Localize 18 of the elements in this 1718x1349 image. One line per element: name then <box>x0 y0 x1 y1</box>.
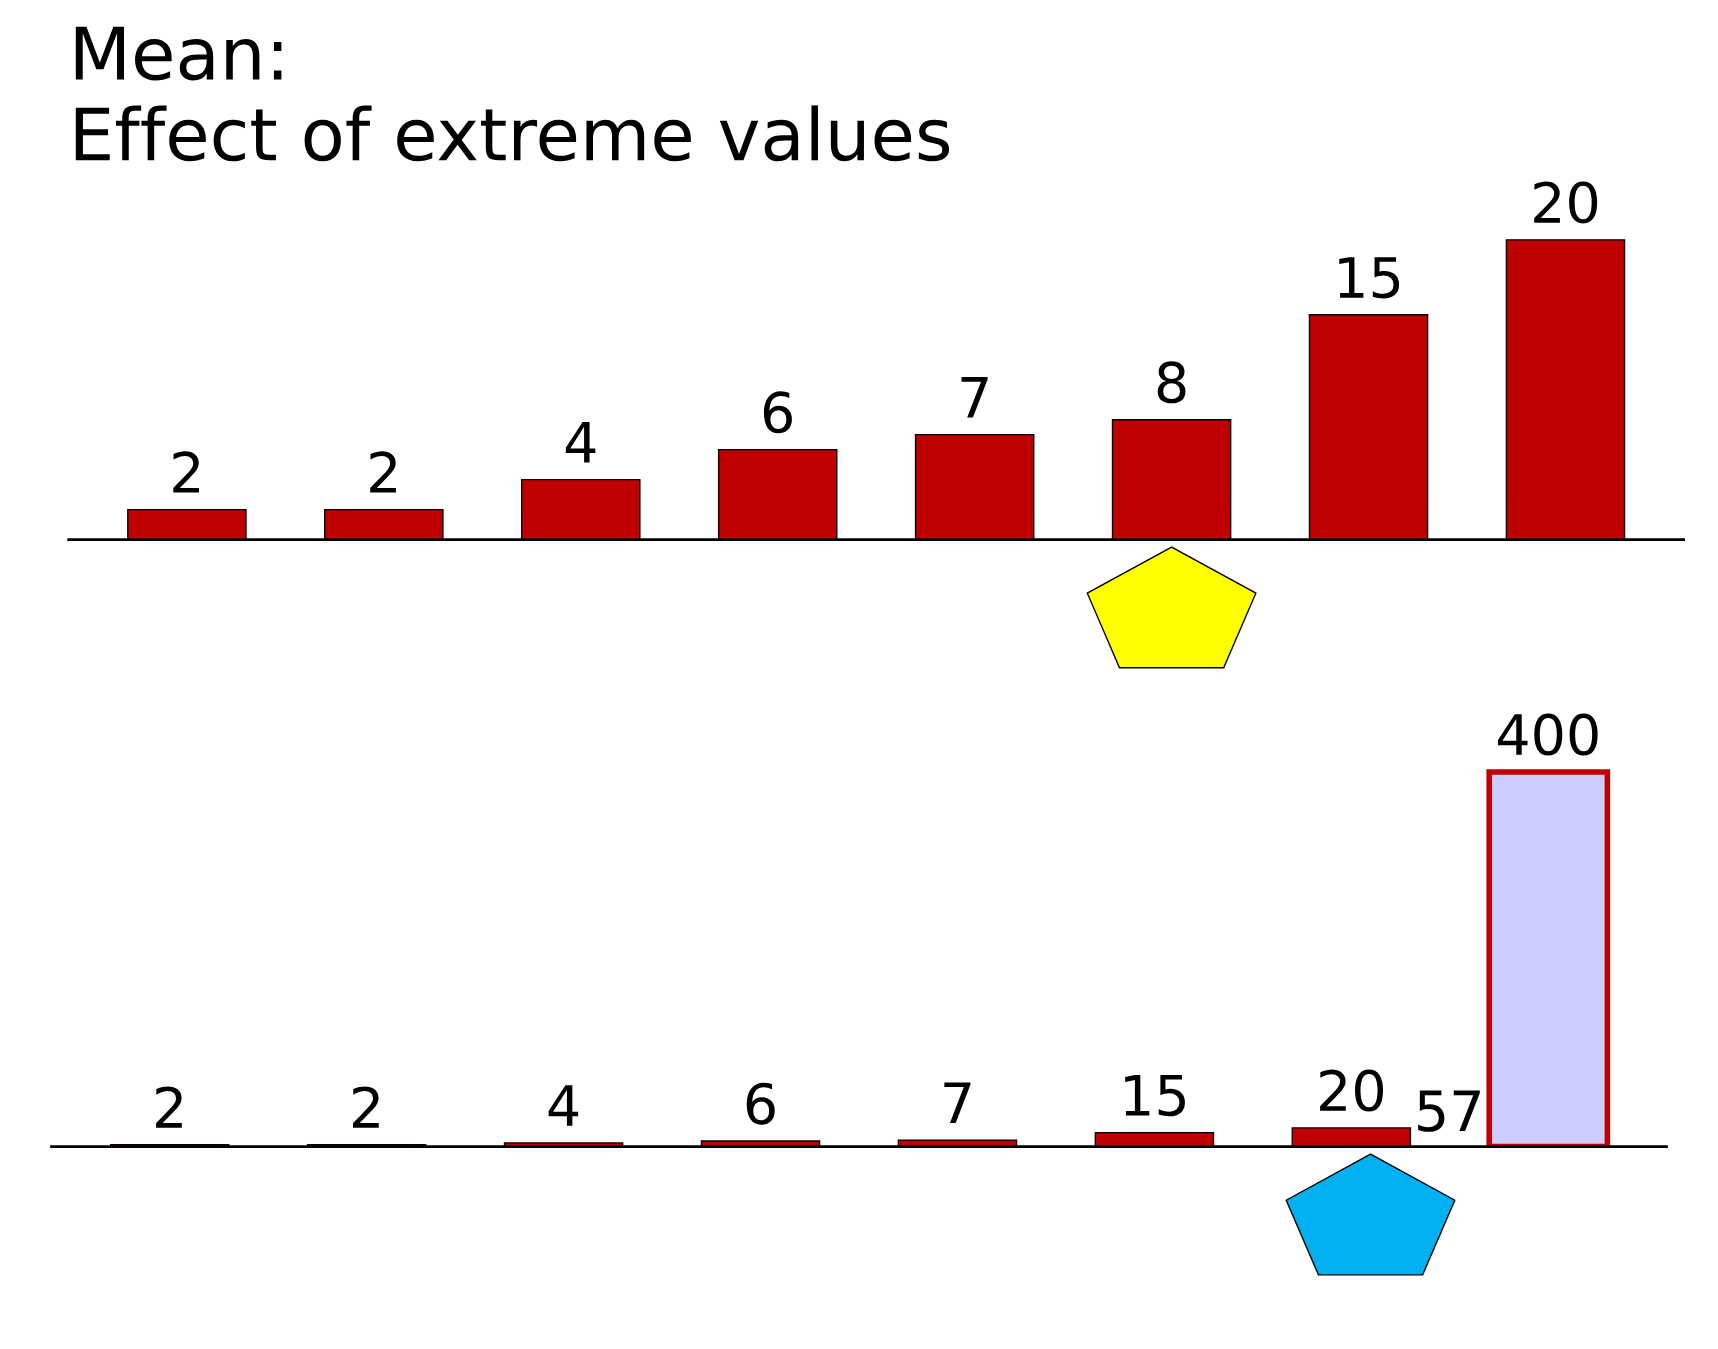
data-label: 4 <box>565 422 596 463</box>
annotation: 57 <box>1418 1090 1480 1132</box>
data-label: 6 <box>763 391 792 434</box>
data-label: 400 <box>1497 713 1598 756</box>
data-label: 7 <box>961 377 988 418</box>
data-label: 7 <box>944 1082 971 1123</box>
data-label: 2 <box>156 1086 182 1128</box>
data-label: 20 <box>1534 181 1598 224</box>
data-label: 2 <box>173 451 199 493</box>
chart-title: Mean: Effect of extreme values <box>75 26 950 162</box>
data-label: 8 <box>1157 361 1186 404</box>
data-label: 2 <box>353 1086 379 1128</box>
data-label: 15 <box>1125 1074 1185 1117</box>
data-label: 4 <box>548 1085 579 1126</box>
data-label: 20 <box>1320 1069 1384 1112</box>
data-label: 6 <box>746 1082 775 1125</box>
data-label: 15 <box>1339 257 1400 299</box>
data-label: 2 <box>370 451 396 493</box>
